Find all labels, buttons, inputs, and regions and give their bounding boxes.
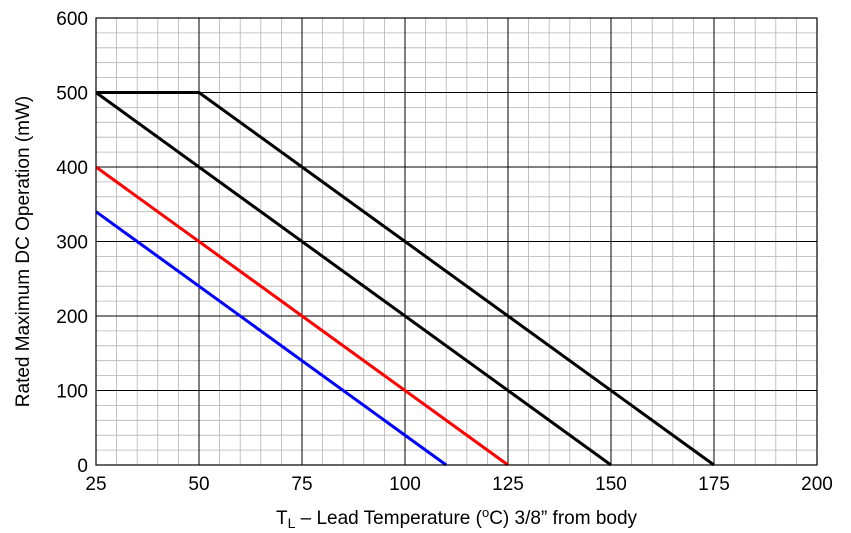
x-tick-label: 175 bbox=[698, 474, 730, 495]
x-tick-label: 200 bbox=[801, 474, 833, 495]
x-tick-label: 50 bbox=[188, 474, 209, 495]
x-tick-label: 100 bbox=[389, 474, 421, 495]
series-line-4 bbox=[95, 210, 448, 467]
x-tick-labels: 25 50 75 100 125 150 175 200 bbox=[85, 474, 832, 495]
y-tick-label: 500 bbox=[56, 84, 88, 105]
x-axis-title-superscript: o bbox=[482, 505, 489, 520]
x-tick-label: 25 bbox=[85, 474, 106, 495]
x-axis-title-text-a: – Lead Temperature ( bbox=[295, 508, 482, 529]
plot-frame bbox=[95, 17, 818, 466]
x-tick-label: 150 bbox=[595, 474, 627, 495]
y-tick-label: 300 bbox=[56, 233, 88, 254]
x-axis-title: TL – Lead Temperature (oC) 3/8” from bod… bbox=[276, 505, 638, 531]
y-axis-title: Rated Maximum DC Operation (mW) bbox=[13, 96, 34, 407]
major-gridlines bbox=[95, 17, 818, 466]
y-tick-label: 0 bbox=[77, 456, 88, 477]
y-tick-label: 100 bbox=[56, 382, 88, 403]
series-line-1 bbox=[96, 91, 715, 467]
x-tick-label: 75 bbox=[291, 474, 312, 495]
series-lines bbox=[95, 91, 715, 467]
x-axis-title-text-b: C) 3/8” from body bbox=[489, 508, 637, 529]
series-line-2 bbox=[95, 91, 612, 467]
x-axis-title-subscript: L bbox=[288, 515, 296, 531]
x-axis-title-symbol: T bbox=[276, 508, 288, 529]
y-tick-label: 600 bbox=[56, 9, 88, 30]
y-tick-labels: 0 100 200 300 400 500 600 bbox=[56, 9, 88, 477]
series-line-3 bbox=[95, 165, 509, 467]
x-tick-label: 125 bbox=[492, 474, 524, 495]
y-tick-label: 400 bbox=[56, 158, 88, 179]
y-tick-label: 200 bbox=[56, 307, 88, 328]
